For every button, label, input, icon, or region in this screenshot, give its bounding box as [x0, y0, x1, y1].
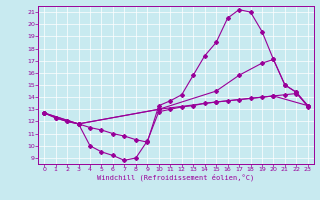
X-axis label: Windchill (Refroidissement éolien,°C): Windchill (Refroidissement éolien,°C) [97, 174, 255, 181]
